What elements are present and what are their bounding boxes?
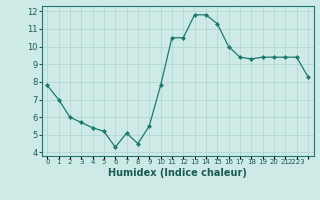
X-axis label: Humidex (Indice chaleur): Humidex (Indice chaleur) bbox=[108, 168, 247, 178]
